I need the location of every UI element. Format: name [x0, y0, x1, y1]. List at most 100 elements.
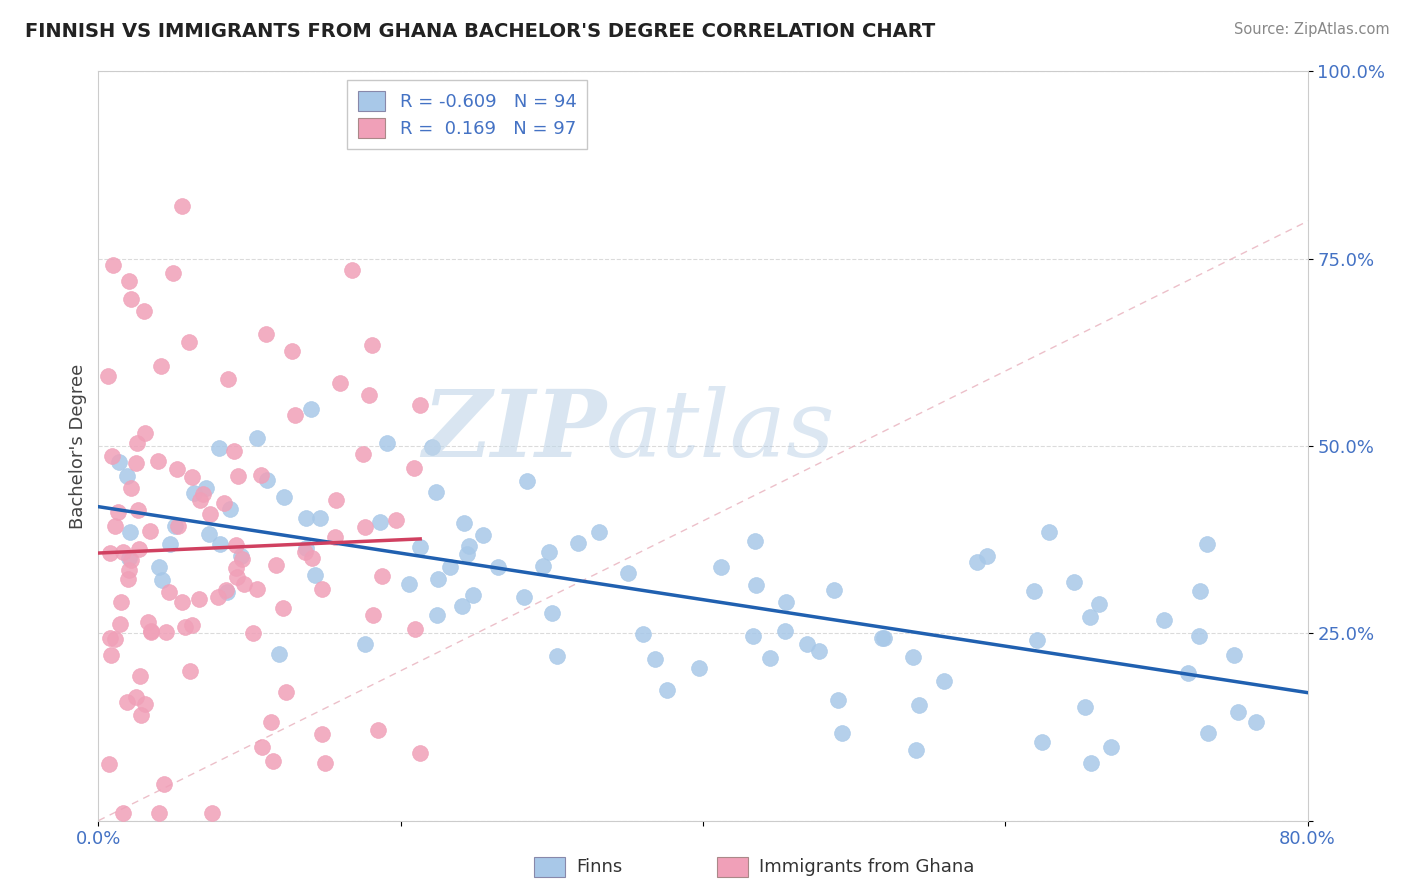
- Point: [486, 560, 509, 574]
- Point: [254, 326, 277, 341]
- Point: [224, 443, 246, 458]
- Point: [311, 726, 333, 740]
- Point: [139, 624, 162, 639]
- Point: [195, 481, 218, 495]
- Point: [101, 449, 124, 463]
- Point: [311, 582, 333, 596]
- Point: [759, 651, 782, 665]
- Point: [361, 608, 384, 623]
- Point: [1197, 725, 1219, 739]
- Point: [110, 595, 132, 609]
- Point: [246, 582, 269, 596]
- Point: [260, 714, 283, 729]
- Point: [98, 756, 121, 771]
- Point: [111, 806, 134, 821]
- Point: [262, 754, 284, 768]
- Point: [1024, 584, 1046, 599]
- Point: [173, 620, 195, 634]
- Point: [166, 462, 188, 476]
- Point: [1195, 536, 1218, 550]
- Point: [463, 588, 485, 602]
- Point: [139, 624, 162, 638]
- Point: [198, 526, 221, 541]
- Point: [207, 590, 229, 604]
- Point: [808, 644, 831, 658]
- Y-axis label: Bachelor's Degree: Bachelor's Degree: [69, 363, 87, 529]
- Point: [644, 652, 666, 666]
- Point: [180, 618, 202, 632]
- Point: [134, 426, 156, 441]
- Point: [1177, 666, 1199, 681]
- Point: [901, 650, 924, 665]
- Point: [458, 539, 481, 553]
- Point: [531, 559, 554, 574]
- Point: [208, 537, 231, 551]
- Point: [370, 568, 392, 582]
- Point: [118, 524, 141, 539]
- Point: [250, 467, 273, 482]
- Point: [1188, 629, 1211, 643]
- Point: [118, 550, 141, 565]
- Point: [112, 545, 135, 559]
- Point: [420, 441, 443, 455]
- Point: [148, 560, 170, 574]
- Text: atlas: atlas: [606, 386, 835, 476]
- Text: Source: ZipAtlas.com: Source: ZipAtlas.com: [1233, 22, 1389, 37]
- Point: [198, 508, 221, 522]
- Point: [823, 582, 845, 597]
- Point: [827, 693, 849, 707]
- Point: [295, 511, 318, 525]
- Point: [688, 661, 710, 675]
- Text: Immigrants from Ghana: Immigrants from Ghana: [759, 858, 974, 876]
- Point: [354, 637, 377, 651]
- Point: [1244, 715, 1267, 730]
- Point: [404, 622, 426, 636]
- Point: [1087, 597, 1109, 611]
- Point: [163, 519, 186, 533]
- Point: [385, 513, 408, 527]
- Point: [741, 629, 763, 643]
- Text: Finns: Finns: [576, 858, 623, 876]
- Point: [107, 504, 129, 518]
- Point: [226, 469, 249, 483]
- Point: [1153, 613, 1175, 627]
- Point: [104, 632, 127, 646]
- Point: [775, 624, 797, 638]
- Point: [409, 746, 432, 760]
- Point: [655, 683, 678, 698]
- Point: [359, 388, 381, 402]
- Point: [125, 436, 148, 450]
- Point: [97, 368, 120, 383]
- Point: [101, 258, 124, 272]
- Point: [139, 524, 162, 538]
- Point: [118, 563, 141, 577]
- Point: [134, 697, 156, 711]
- Point: [208, 441, 231, 455]
- Point: [132, 304, 155, 318]
- Point: [323, 530, 346, 544]
- Point: [329, 376, 352, 391]
- Point: [453, 516, 475, 531]
- Point: [301, 551, 323, 566]
- Point: [1189, 583, 1212, 598]
- Point: [538, 545, 561, 559]
- Point: [361, 338, 384, 352]
- Point: [325, 492, 347, 507]
- Point: [309, 511, 332, 525]
- Point: [1074, 700, 1097, 714]
- Point: [115, 695, 138, 709]
- Point: [451, 599, 474, 613]
- Point: [745, 578, 768, 592]
- Point: [281, 344, 304, 359]
- Point: [181, 469, 204, 483]
- Point: [229, 549, 252, 564]
- Point: [541, 606, 564, 620]
- Point: [271, 601, 294, 615]
- Point: [340, 262, 363, 277]
- Point: [127, 502, 149, 516]
- Point: [513, 591, 536, 605]
- Point: [159, 537, 181, 551]
- Point: [402, 460, 425, 475]
- Point: [129, 707, 152, 722]
- Point: [233, 577, 256, 591]
